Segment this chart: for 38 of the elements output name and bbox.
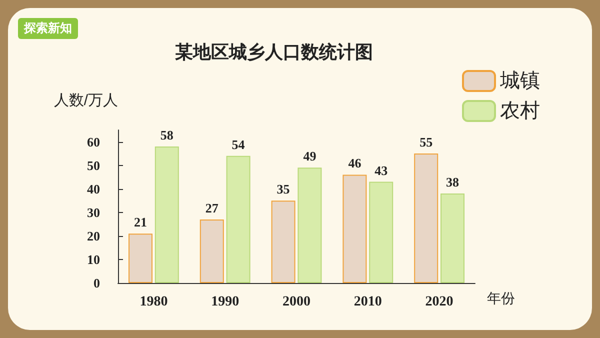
y-tick-label: 20 — [87, 228, 100, 244]
bar — [226, 156, 250, 283]
data-label: 55 — [420, 134, 434, 150]
x-tick-label: 1990 — [211, 294, 240, 310]
chart-title: 某地区城乡人口数统计图 — [174, 42, 373, 62]
bar — [298, 168, 322, 283]
bar — [440, 194, 464, 283]
data-label: 58 — [160, 127, 174, 142]
data-label: 46 — [348, 156, 362, 171]
y-tick-label: 40 — [87, 181, 100, 196]
y-tick-label: 30 — [87, 204, 100, 220]
bar — [271, 200, 296, 283]
bar — [414, 154, 438, 283]
legend-label: 农村 — [500, 100, 540, 122]
y-tick-label: 60 — [87, 134, 100, 150]
bar — [154, 146, 179, 283]
bar — [342, 174, 367, 283]
legend-label: 城镇 — [499, 70, 540, 92]
data-label: 38 — [446, 174, 460, 190]
data-label: 43 — [374, 162, 388, 178]
data-label: 49 — [303, 148, 317, 164]
x-tick-label: 2010 — [354, 294, 382, 310]
bar — [200, 219, 224, 283]
x-axis-title: 年份 — [487, 290, 515, 306]
y-tick-label: 10 — [87, 252, 100, 267]
bar — [369, 182, 394, 283]
y-axis-title: 人数/万人 — [54, 92, 118, 109]
x-tick-label: 2000 — [282, 294, 310, 310]
y-tick-label: 0 — [94, 276, 100, 290]
data-label: 21 — [134, 214, 147, 230]
x-tick-label: 1980 — [140, 294, 168, 310]
y-tick-label: 50 — [87, 158, 100, 173]
data-label: 35 — [276, 182, 290, 197]
data-label: 54 — [232, 136, 246, 152]
bar — [128, 234, 152, 283]
data-label: 27 — [205, 200, 219, 216]
text: 探索新知 — [18, 18, 78, 39]
x-tick-label: 2020 — [425, 294, 454, 310]
